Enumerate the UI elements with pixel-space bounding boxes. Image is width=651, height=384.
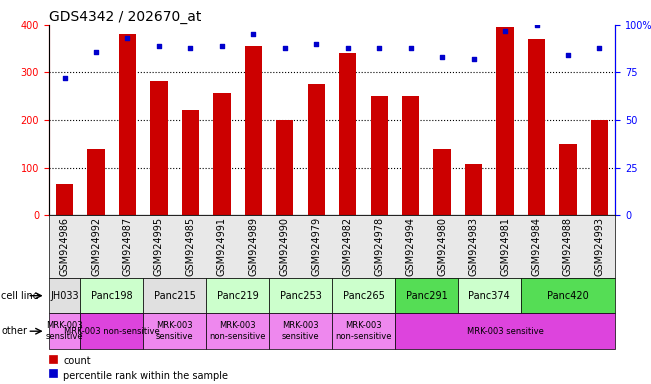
Text: MRK-003
sensitive: MRK-003 sensitive bbox=[46, 321, 83, 341]
Text: MRK-003
non-sensitive: MRK-003 non-sensitive bbox=[335, 321, 392, 341]
Text: Panc198: Panc198 bbox=[91, 291, 133, 301]
Text: GDS4342 / 202670_at: GDS4342 / 202670_at bbox=[49, 10, 201, 24]
Text: other: other bbox=[1, 326, 27, 336]
Point bbox=[406, 45, 416, 51]
Bar bbox=[434, 149, 450, 215]
Point bbox=[90, 48, 101, 55]
Text: GSM924990: GSM924990 bbox=[280, 217, 290, 276]
Text: Panc219: Panc219 bbox=[217, 291, 258, 301]
Bar bbox=[214, 93, 230, 215]
Bar bbox=[528, 39, 545, 215]
Point bbox=[562, 52, 573, 58]
Text: GSM924981: GSM924981 bbox=[500, 217, 510, 276]
Point bbox=[279, 45, 290, 51]
Text: GSM924993: GSM924993 bbox=[594, 217, 605, 276]
Text: MRK-003
sensitive: MRK-003 sensitive bbox=[156, 321, 193, 341]
Text: cell line: cell line bbox=[1, 291, 39, 301]
Point bbox=[342, 45, 353, 51]
Text: MRK-003 non-sensitive: MRK-003 non-sensitive bbox=[64, 327, 159, 336]
Point bbox=[122, 35, 133, 41]
Bar bbox=[308, 84, 325, 215]
Text: percentile rank within the sample: percentile rank within the sample bbox=[63, 371, 228, 381]
Bar bbox=[245, 46, 262, 215]
Point bbox=[531, 22, 542, 28]
Text: GSM924989: GSM924989 bbox=[248, 217, 258, 276]
Text: MRK-003
sensitive: MRK-003 sensitive bbox=[282, 321, 320, 341]
Bar bbox=[559, 144, 577, 215]
Text: count: count bbox=[63, 356, 90, 366]
Text: GSM924978: GSM924978 bbox=[374, 217, 384, 276]
Point bbox=[185, 45, 195, 51]
Bar bbox=[56, 184, 73, 215]
Point bbox=[248, 31, 258, 38]
Bar bbox=[276, 119, 294, 215]
Bar bbox=[465, 164, 482, 215]
Bar bbox=[87, 149, 105, 215]
Bar bbox=[497, 27, 514, 215]
Text: GSM924995: GSM924995 bbox=[154, 217, 164, 276]
Bar bbox=[339, 53, 356, 215]
Text: GSM924991: GSM924991 bbox=[217, 217, 227, 276]
Text: Panc253: Panc253 bbox=[280, 291, 322, 301]
Text: GSM924980: GSM924980 bbox=[437, 217, 447, 276]
Text: GSM924984: GSM924984 bbox=[531, 217, 542, 276]
Point bbox=[500, 28, 510, 34]
Text: MRK-003
non-sensitive: MRK-003 non-sensitive bbox=[210, 321, 266, 341]
Point bbox=[217, 43, 227, 49]
Text: Panc215: Panc215 bbox=[154, 291, 195, 301]
Text: GSM924986: GSM924986 bbox=[59, 217, 70, 276]
Text: Panc420: Panc420 bbox=[547, 291, 589, 301]
Bar bbox=[402, 96, 419, 215]
Bar bbox=[182, 109, 199, 215]
Point bbox=[468, 56, 478, 62]
Point bbox=[59, 75, 70, 81]
Point bbox=[374, 45, 384, 51]
Text: Panc265: Panc265 bbox=[342, 291, 384, 301]
Point bbox=[154, 43, 164, 49]
Point bbox=[311, 41, 322, 47]
Text: GSM924992: GSM924992 bbox=[91, 217, 101, 276]
Text: GSM924982: GSM924982 bbox=[342, 217, 353, 276]
Point bbox=[594, 45, 605, 51]
Text: JH033: JH033 bbox=[50, 291, 79, 301]
Text: Panc291: Panc291 bbox=[406, 291, 447, 301]
Bar bbox=[370, 96, 388, 215]
Text: MRK-003 sensitive: MRK-003 sensitive bbox=[467, 327, 544, 336]
Point bbox=[437, 54, 447, 60]
Text: Panc374: Panc374 bbox=[469, 291, 510, 301]
Text: GSM924983: GSM924983 bbox=[469, 217, 478, 276]
Text: GSM924988: GSM924988 bbox=[563, 217, 573, 276]
Text: GSM924987: GSM924987 bbox=[122, 217, 133, 276]
Text: GSM924994: GSM924994 bbox=[406, 217, 416, 276]
Text: GSM924979: GSM924979 bbox=[311, 217, 322, 276]
Bar bbox=[591, 120, 608, 215]
Bar bbox=[150, 81, 167, 215]
Bar bbox=[119, 35, 136, 215]
Text: GSM924985: GSM924985 bbox=[186, 217, 195, 276]
